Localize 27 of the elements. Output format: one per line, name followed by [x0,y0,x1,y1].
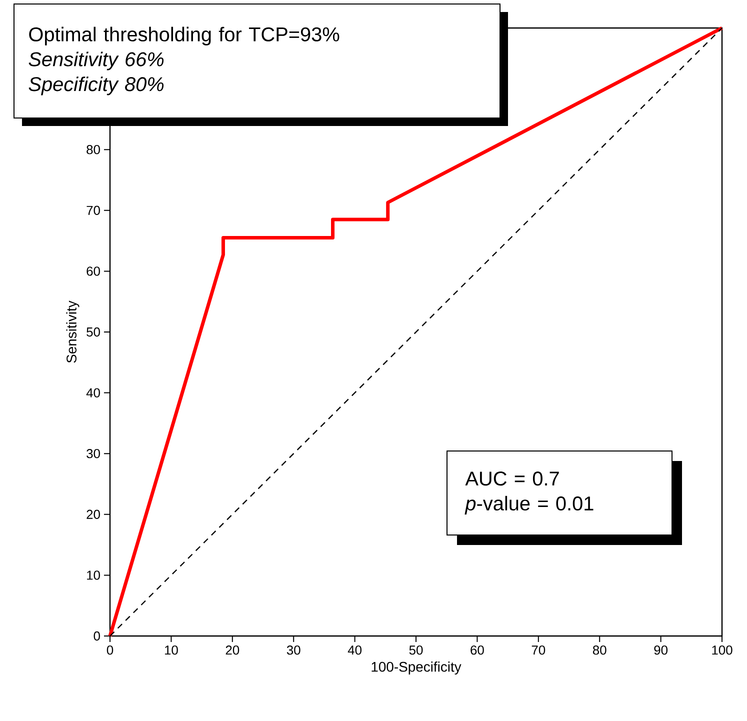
x-tick-label: 30 [286,646,300,655]
y-tick-label: 20 [86,510,100,519]
x-tick-label: 10 [164,646,178,655]
x-tick-label: 60 [470,646,484,655]
x-tick-label: 0 [106,646,114,655]
y-tick-label: 30 [86,449,100,458]
x-tick-label: 100 [712,646,732,655]
y-tick-label: 60 [86,266,100,276]
x-tick-label: 80 [592,646,606,655]
annotation: Sensitivity 66% [28,52,164,70]
y-tick-label: 50 [86,327,100,337]
y-tick-label: 10 [87,570,100,580]
y-tick-label: 80 [86,145,100,154]
x-tick-label: 50 [409,646,423,655]
x-tick-label: 40 [348,646,362,655]
y-axis-title: Sensitivity [66,300,80,363]
x-axis-title: 100-Specificity [372,662,462,675]
annotation: Optimal thresholding for TCP=93% [29,26,340,46]
y-tick-label: 0 [94,631,100,641]
annotation: Specificity 80% [28,76,164,96]
x-tick-label: 70 [532,646,546,655]
x-tick-label: 90 [654,646,668,655]
annotation: AUC = 0.7 [465,472,559,486]
annotation: p-value = 0.01 [464,496,594,514]
y-tick-label: 40 [86,388,100,398]
y-tick-label: 70 [86,206,100,215]
x-tick-label: 20 [226,646,240,655]
